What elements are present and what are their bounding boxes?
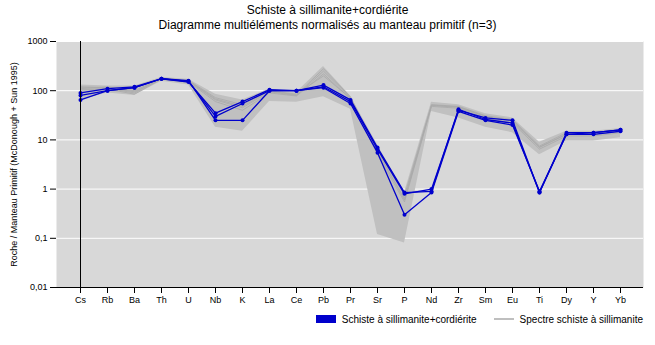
svg-text:U: U bbox=[185, 295, 192, 305]
svg-text:Zr: Zr bbox=[454, 295, 463, 305]
svg-text:Yb: Yb bbox=[615, 295, 626, 305]
svg-text:La: La bbox=[264, 295, 274, 305]
svg-text:0,1: 0,1 bbox=[35, 233, 48, 243]
svg-text:Nb: Nb bbox=[210, 295, 222, 305]
svg-text:Ti: Ti bbox=[536, 295, 543, 305]
svg-text:Nd: Nd bbox=[426, 295, 438, 305]
svg-text:Sm: Sm bbox=[479, 295, 493, 305]
svg-text:Th: Th bbox=[156, 295, 167, 305]
svg-text:K: K bbox=[239, 295, 245, 305]
html-text:Spectre schiste à sillimanite: Spectre schiste à sillimanite bbox=[519, 313, 643, 325]
svg-text:Sr: Sr bbox=[373, 295, 382, 305]
html-text:Schiste à sillimanite+cordiéri: Schiste à sillimanite+cordiérite bbox=[341, 313, 477, 325]
svg-text:1: 1 bbox=[42, 184, 47, 194]
html-text:Schiste à sillimanite+cordiéri: Schiste à sillimanite+cordiérite bbox=[246, 3, 409, 17]
svg-text:Dy: Dy bbox=[561, 295, 572, 305]
svg-text:Rb: Rb bbox=[102, 295, 114, 305]
svg-text:Cs: Cs bbox=[75, 295, 86, 305]
svg-text:Ce: Ce bbox=[291, 295, 303, 305]
svg-text:0,01: 0,01 bbox=[30, 282, 48, 292]
svg-text:Roche / Manteau Primitif (McDo: Roche / Manteau Primitif (McDonough + Su… bbox=[9, 62, 19, 266]
svg-text:1000: 1000 bbox=[27, 36, 47, 46]
svg-text:Eu: Eu bbox=[507, 295, 518, 305]
svg-text:Pr: Pr bbox=[346, 295, 355, 305]
svg-text:10: 10 bbox=[37, 135, 47, 145]
svg-text:P: P bbox=[401, 295, 407, 305]
svg-text:Ba: Ba bbox=[129, 295, 140, 305]
svg-text:Pb: Pb bbox=[318, 295, 329, 305]
html-text:Diagramme multiéléments normal: Diagramme multiéléments normalisés au ma… bbox=[158, 18, 497, 32]
svg-text:Y: Y bbox=[590, 295, 596, 305]
svg-text:100: 100 bbox=[32, 86, 47, 96]
